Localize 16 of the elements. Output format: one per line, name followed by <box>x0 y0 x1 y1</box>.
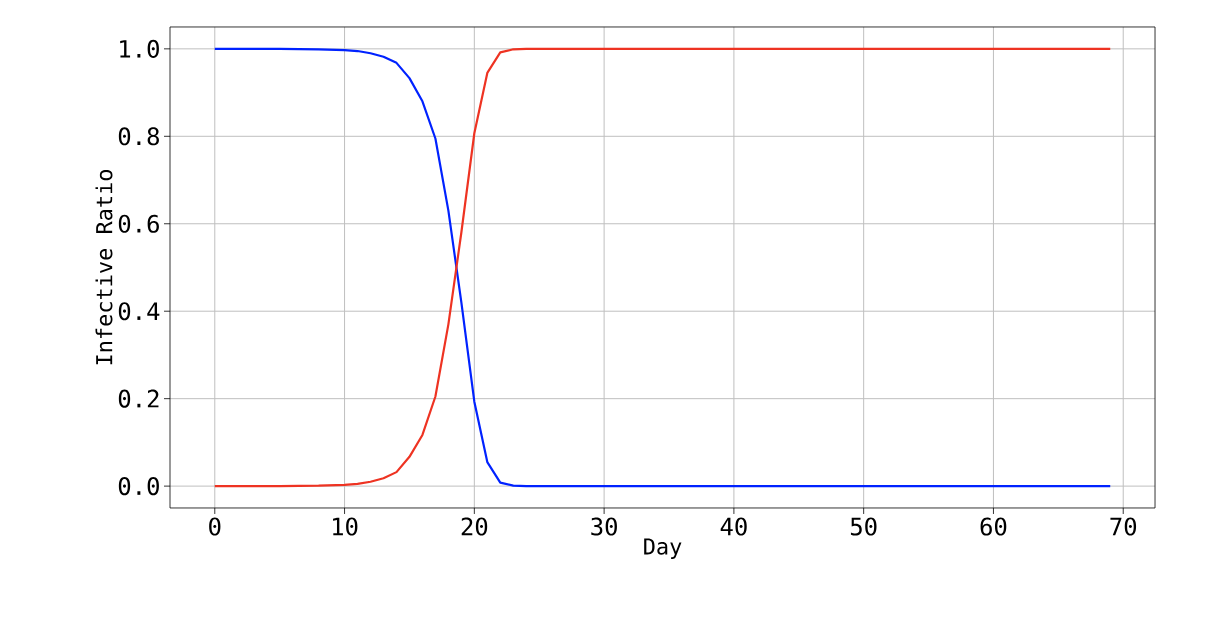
y-tick-label: 0.2 <box>118 389 159 408</box>
x-tick-label: 40 <box>720 517 747 536</box>
x-tick-label: 60 <box>980 517 1007 536</box>
y-tick-label: 1.0 <box>120 39 159 58</box>
y-tick-label: 0.0 <box>118 477 159 496</box>
y-axis-title: Infective Ratio <box>95 170 113 365</box>
y-tick-label: 0.6 <box>118 214 159 233</box>
y-tick-label: 0.8 <box>118 127 159 146</box>
x-tick-label: 50 <box>850 517 877 536</box>
x-axis-title: Day <box>644 538 682 559</box>
x-tick-label: 10 <box>333 517 358 536</box>
x-tick-label: 30 <box>591 517 617 536</box>
x-tick-label: 0 <box>209 517 221 536</box>
x-tick-label: 20 <box>461 517 488 536</box>
x-tick-label: 70 <box>1110 517 1137 536</box>
y-tick-label: 0.4 <box>118 302 160 321</box>
